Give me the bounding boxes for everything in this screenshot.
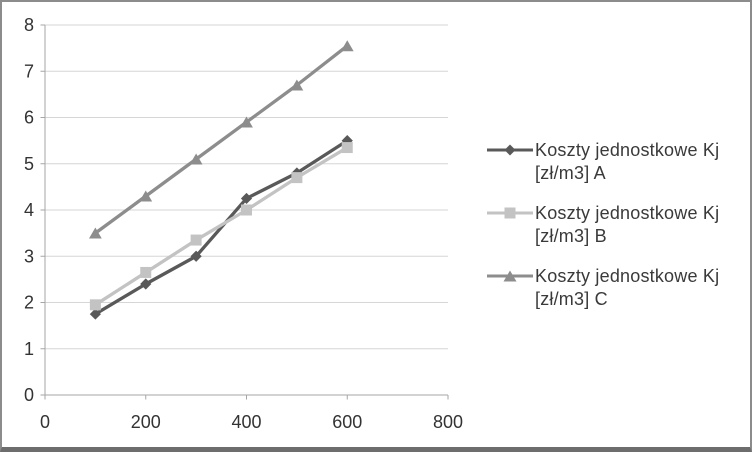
series-line xyxy=(93,44,349,235)
y-tick-label: 6 xyxy=(24,108,34,128)
marker-diamond-icon xyxy=(190,250,202,262)
marker-square-icon xyxy=(241,204,252,216)
x-tick-label: 600 xyxy=(332,412,362,432)
legend-item-label: Koszty jednostkowe Kj [zł/m3] B xyxy=(535,203,720,246)
marker-square-icon xyxy=(89,299,101,311)
marker-square-icon xyxy=(291,172,303,184)
x-tick-label: 400 xyxy=(231,412,261,432)
y-tick-label: 3 xyxy=(24,246,34,266)
plot-area: 0 1 2 3 4 5 6 7 8 0 200 400 600 800 xyxy=(24,15,463,432)
legend-marker-square-icon xyxy=(487,207,533,219)
marker-square-icon xyxy=(341,142,353,154)
series-line xyxy=(93,138,349,316)
marker-square-icon xyxy=(140,266,152,278)
marker-triangle-icon xyxy=(139,190,153,202)
legend-marker-diamond-icon xyxy=(487,144,533,156)
marker-triangle-icon xyxy=(290,79,304,91)
series-b[interactable] xyxy=(89,142,353,311)
legend-item-series-c[interactable]: Koszty jednostkowe Kj [zł/m3] C xyxy=(487,265,749,311)
x-tick-label: 200 xyxy=(131,412,161,432)
legend-item-label: Koszty jednostkowe Kj [zł/m3] A xyxy=(535,140,720,183)
series-line xyxy=(93,145,349,307)
y-tick-label: 4 xyxy=(24,200,34,220)
y-tick-label: 8 xyxy=(24,15,34,35)
y-tick-label: 7 xyxy=(24,61,34,81)
legend-item-series-a[interactable]: Koszty jednostkowe Kj [zł/m3] A xyxy=(487,139,749,185)
marker-diamond-icon xyxy=(240,192,253,205)
marker-diamond-icon xyxy=(140,278,152,290)
series-a[interactable] xyxy=(89,135,353,320)
y-tick-label: 5 xyxy=(24,154,34,174)
y-tick-label: 2 xyxy=(24,293,34,313)
marker-triangle-icon xyxy=(189,153,203,165)
marker-triangle-icon xyxy=(88,227,102,239)
x-tick-label: 800 xyxy=(433,412,463,432)
marker-diamond-icon xyxy=(89,308,101,320)
legend-item-series-b[interactable]: Koszty jednostkowe Kj [zł/m3] B xyxy=(487,202,749,248)
marker-triangle-icon xyxy=(240,116,253,128)
legend-item-label: Koszty jednostkowe Kj [zł/m3] C xyxy=(535,266,720,309)
legend: Koszty jednostkowe Kj [zł/m3] A Koszty j… xyxy=(487,139,749,328)
marker-square-icon xyxy=(190,234,202,246)
legend-marker-triangle-icon xyxy=(487,270,533,282)
marker-triangle-icon xyxy=(340,40,354,52)
x-tick-label: 0 xyxy=(40,412,50,432)
series-c[interactable] xyxy=(88,40,354,239)
y-tick-label: 0 xyxy=(24,385,34,405)
y-tick-label: 1 xyxy=(24,339,34,359)
